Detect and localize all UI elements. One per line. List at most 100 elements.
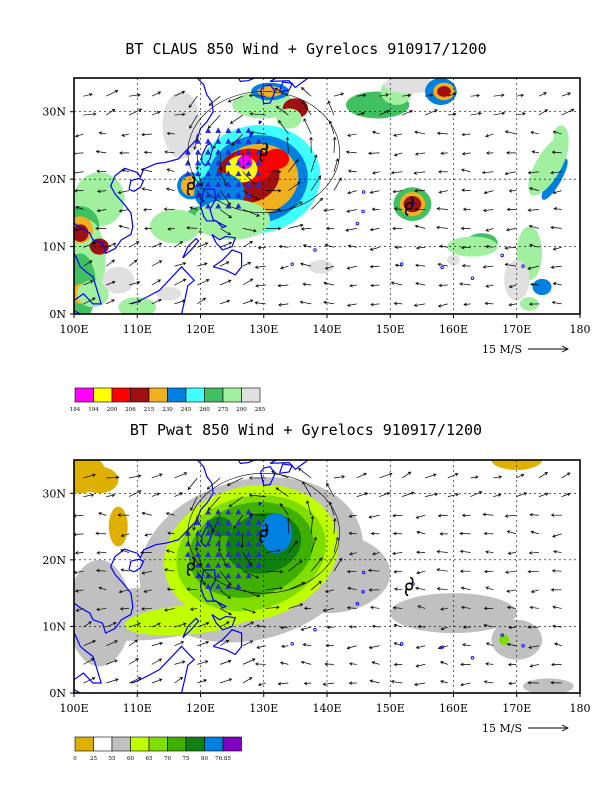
wind-arrow [368,588,380,592]
wind-arrow [281,644,289,648]
observation-triangle [255,519,262,525]
shaded-region [156,287,182,301]
lon-label: 110E [123,702,152,715]
wind-arrow [332,136,337,153]
wind-arrow [106,299,115,305]
wind-arrow [257,682,266,687]
shaded-region [437,86,451,97]
colorbar-label: 194 [88,407,99,413]
coastline [128,177,145,192]
observation-triangle [215,192,222,198]
observation-triangle [215,202,222,209]
colorbar-swatch [74,736,94,752]
coastline [212,629,243,656]
wind-arrow [174,278,187,286]
wind-arrow [393,301,403,306]
shaded-region [308,260,334,274]
lat-label: 10N [42,241,66,254]
colorbar-label: 245 [181,407,192,413]
observation-triangle [225,192,232,198]
lon-label: 180 [570,702,591,715]
wind-arrow [528,551,539,555]
colorbar-label: 206 [125,407,136,413]
lon-label: 120E [186,702,215,715]
wind-arrow [219,608,232,616]
wind-arrow [470,475,479,479]
wind-arrow [485,228,494,232]
wind-arrow [75,608,84,612]
observation-triangle [225,508,232,515]
wind-arrow [347,133,357,137]
colorbar-label: 215 [144,407,155,413]
wind-arrow [174,299,186,305]
wind-arrow [117,190,130,195]
shaded-region [102,266,135,294]
wind-arrow [324,265,335,270]
scale-label: 15 M/S [482,343,522,356]
observation-triangle [235,159,242,166]
wind-arrow [151,111,161,116]
wind-arrow [95,150,107,154]
wind-arrow [286,517,291,534]
wind-arrow [288,158,299,172]
shaded-region [108,506,128,547]
observation-triangle [205,138,212,144]
lat-label: 0N [49,308,66,321]
shaded-region [390,593,517,634]
wind-arrow [347,190,357,195]
wind-arrow [370,531,380,536]
wind-arrow [288,201,303,210]
wind-arrow [515,473,525,479]
wind-arrow [299,262,312,267]
wind-arrow [310,154,318,172]
wind-arrow [392,606,403,610]
wind-arrow [436,568,448,572]
coastline [258,120,263,125]
island [355,221,360,226]
observation-triangle [245,181,252,187]
colorbar-label: 275 [218,407,229,413]
wind-arrow [197,679,208,684]
wind-arrow [265,226,282,231]
wind-arrow [417,605,426,609]
wind-arrow [372,552,380,556]
wind-arrow [151,641,163,647]
wind-arrow [333,158,339,172]
wind-arrow [393,570,403,574]
wind-arrow [165,549,175,553]
wind-arrow [322,608,335,612]
wind-arrow [368,151,380,155]
wind-arrow [516,492,528,497]
observation-triangle [225,181,232,187]
wind-arrow [483,680,494,684]
observation-triangle [225,138,232,144]
wind-arrow [507,551,517,555]
shaded-region [118,297,157,314]
wind-arrow [279,625,289,630]
wind-arrow [219,279,232,286]
coastline [212,249,243,276]
wind-arrow [506,589,517,593]
wind-arrow [189,607,198,611]
gyre-outline [187,473,340,594]
wind-arrow [265,188,282,193]
observation-triangle [255,181,262,187]
shaded-region [553,125,569,153]
wind-arrow [106,90,119,97]
wind-arrow [288,560,303,572]
colorbar-swatch [167,736,187,752]
wind-arrow [506,207,517,212]
shaded-region [80,466,119,494]
wind-arrow [552,282,562,286]
wind-arrow [538,92,547,97]
wind-arrow [242,241,253,248]
wind-arrow [151,91,162,97]
wind-arrow [242,677,253,684]
wind-arrow [550,513,562,517]
shaded-region [491,460,543,470]
wind-arrow [279,265,289,270]
wind-arrow [530,530,539,535]
observation-triangle [235,192,242,198]
wind-arrow [151,298,162,305]
wind-arrow [165,187,175,191]
